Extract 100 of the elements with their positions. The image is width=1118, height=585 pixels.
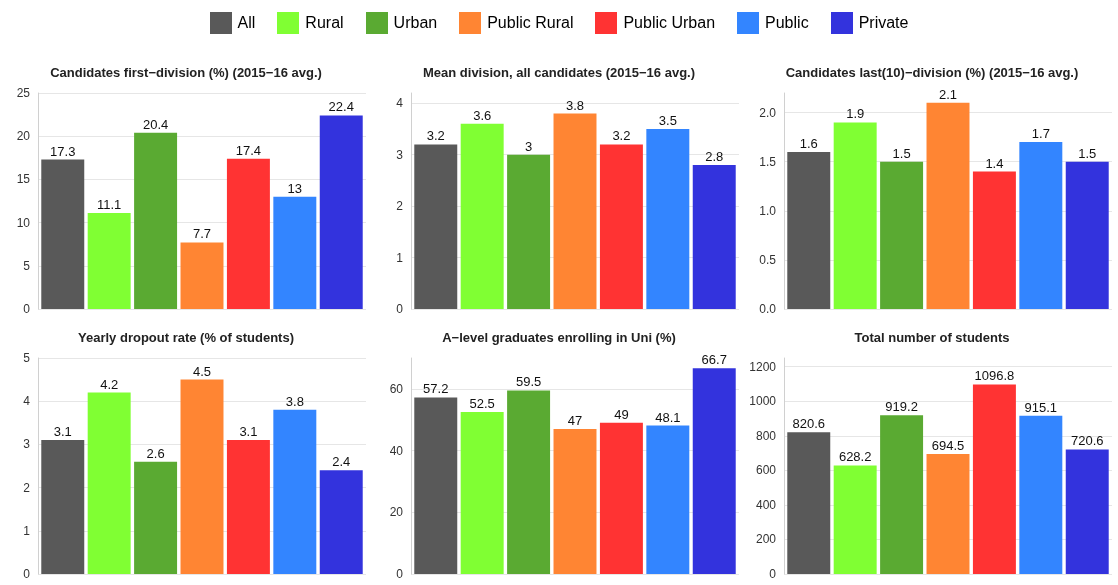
bar — [414, 144, 458, 309]
data-label: 3.8 — [565, 97, 585, 113]
data-label: 2.8 — [705, 149, 724, 164]
bar — [787, 432, 831, 574]
bar — [414, 397, 458, 574]
bar — [833, 122, 877, 309]
y-tick-label: 40 — [389, 443, 404, 458]
y-tick-label: 15 — [16, 172, 31, 187]
y-tick-label: 0 — [396, 302, 404, 316]
y-tick-label: 10 — [16, 215, 31, 230]
y-tick-label: 20 — [16, 129, 31, 144]
y-tick-label: 2 — [396, 199, 404, 214]
data-label: 48.1 — [655, 409, 681, 425]
y-tick-label: 4 — [23, 394, 31, 409]
bar — [553, 428, 597, 574]
bar — [1065, 161, 1109, 309]
data-label: 915.1 — [1024, 399, 1058, 415]
y-tick-label: 3 — [23, 437, 31, 452]
y-tick-label: 1.5 — [759, 154, 777, 169]
bar — [319, 115, 363, 309]
data-label: 628.2 — [838, 449, 872, 465]
legend-label: Public Urban — [623, 14, 716, 32]
y-tick-label: 1 — [23, 523, 31, 538]
data-label: 3.1 — [53, 424, 72, 440]
bar — [180, 379, 224, 574]
data-label: 3.2 — [612, 128, 631, 144]
bar — [226, 440, 270, 574]
legend-label: Public — [765, 14, 809, 32]
data-label: 1.5 — [892, 145, 911, 161]
y-tick-label: 0.5 — [759, 252, 777, 267]
chart-title: Mean division, all candidates (2015−16 avg.) — [422, 65, 696, 80]
data-label: 1.9 — [846, 106, 865, 122]
legend-label: Private — [858, 14, 909, 32]
y-tick-label: 600 — [755, 463, 777, 478]
data-label: 1.6 — [799, 135, 818, 151]
data-label: 3.8 — [285, 393, 304, 409]
data-label: 7.7 — [192, 226, 212, 242]
bar — [787, 151, 831, 309]
bar — [134, 461, 178, 574]
data-label: 11.1 — [97, 197, 122, 213]
data-label: 3.5 — [658, 113, 677, 128]
bar — [1065, 449, 1109, 574]
bar — [926, 102, 970, 309]
bar — [646, 425, 690, 574]
bar — [692, 165, 736, 309]
data-label: 52.5 — [469, 396, 495, 411]
data-label: 57.2 — [423, 381, 449, 397]
bar — [41, 159, 85, 309]
bar — [319, 470, 363, 574]
data-label: 3 — [524, 138, 533, 154]
bar — [41, 440, 85, 574]
y-tick-label: 60 — [389, 381, 404, 396]
data-label: 22.4 — [328, 99, 354, 115]
data-label: 49 — [614, 406, 629, 422]
y-tick-label: 5 — [23, 351, 31, 365]
bar — [460, 123, 504, 309]
y-tick-label: 0 — [23, 302, 31, 316]
data-label: 720.6 — [1070, 433, 1104, 449]
legend-label: All — [237, 14, 256, 32]
data-label: 20.4 — [142, 116, 169, 132]
y-tick-label: 0 — [23, 567, 31, 581]
y-tick-label: 1200 — [749, 359, 777, 374]
bar — [507, 154, 551, 309]
chart-title: A−level graduates enrolling in Uni (%) — [442, 330, 676, 345]
bar — [646, 129, 690, 309]
bar — [87, 213, 131, 309]
bar — [1019, 415, 1063, 574]
chart-title: Total number of students — [854, 330, 1010, 345]
bar — [972, 384, 1016, 574]
bar — [553, 113, 597, 309]
data-label: 17.4 — [235, 142, 262, 158]
y-tick-label: 200 — [755, 532, 777, 547]
data-label: 820.6 — [792, 416, 826, 432]
legend-label: Public Rural — [487, 14, 574, 32]
data-label: 59.5 — [515, 374, 542, 390]
data-label: 1.4 — [985, 155, 1004, 171]
bar — [1019, 142, 1063, 309]
data-label: 3.2 — [426, 128, 445, 144]
bar — [880, 415, 924, 574]
data-label: 13 — [287, 180, 303, 196]
bar — [507, 390, 551, 574]
bar — [692, 368, 736, 574]
bar — [833, 465, 877, 574]
data-label: 3.1 — [239, 424, 258, 440]
y-tick-label: 3 — [396, 147, 404, 162]
chart-title: Yearly dropout rate (% of students) — [78, 330, 294, 345]
y-tick-label: 1000 — [749, 394, 777, 409]
bar — [972, 171, 1016, 309]
data-label: 66.7 — [701, 352, 727, 368]
data-label: 2.6 — [146, 445, 165, 461]
y-tick-label: 2.0 — [759, 105, 777, 120]
data-label: 2.4 — [332, 454, 351, 470]
legend-label: Urban — [393, 14, 438, 32]
chart-title: Candidates last(10)−division (%) (2015−16 avg.) — [785, 65, 1079, 80]
data-label: 2.1 — [938, 86, 958, 102]
y-tick-label: 2 — [23, 480, 31, 495]
y-tick-label: 20 — [389, 505, 404, 520]
bar — [273, 409, 317, 574]
y-tick-label: 400 — [755, 497, 777, 512]
bar — [180, 242, 224, 309]
